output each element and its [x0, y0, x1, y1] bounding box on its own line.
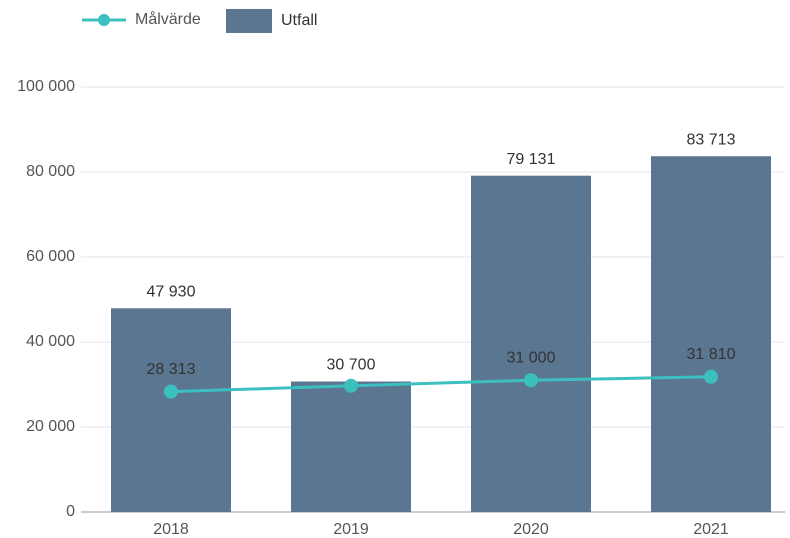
- y-tick-label: 100 000: [17, 78, 75, 95]
- line-point: [704, 369, 718, 384]
- line-value-label: 31 810: [687, 346, 736, 363]
- x-tick-label: 2020: [513, 521, 549, 538]
- line-value-label: 28 313: [147, 361, 196, 378]
- y-tick-label: 40 000: [26, 333, 75, 350]
- line-point: [344, 378, 358, 393]
- x-tick-label: 2018: [153, 521, 189, 538]
- x-tick-label: 2019: [333, 521, 369, 538]
- x-tick-label: 2021: [693, 521, 729, 538]
- line-point: [164, 384, 178, 399]
- line-value-label: 31 000: [507, 349, 556, 366]
- legend-swatch-dot: [98, 14, 110, 26]
- bar: [291, 381, 411, 512]
- bar-value-label: 79 131: [507, 151, 556, 168]
- line-point: [524, 373, 538, 388]
- legend-label: Målvärde: [135, 10, 201, 28]
- y-tick-label: 60 000: [26, 248, 75, 265]
- bar-value-label: 47 930: [147, 284, 196, 301]
- y-tick-label: 0: [66, 503, 75, 520]
- bar: [471, 175, 591, 513]
- legend-swatch: [226, 9, 272, 33]
- legend-label: Utfall: [281, 12, 317, 29]
- bar-value-label: 83 713: [687, 131, 736, 148]
- bar-value-label: 30 700: [327, 357, 376, 374]
- y-tick-label: 20 000: [26, 418, 75, 435]
- line: [170, 375, 712, 394]
- y-tick-label: 80 000: [26, 163, 75, 180]
- bar: [111, 308, 231, 512]
- bar: [651, 156, 771, 512]
